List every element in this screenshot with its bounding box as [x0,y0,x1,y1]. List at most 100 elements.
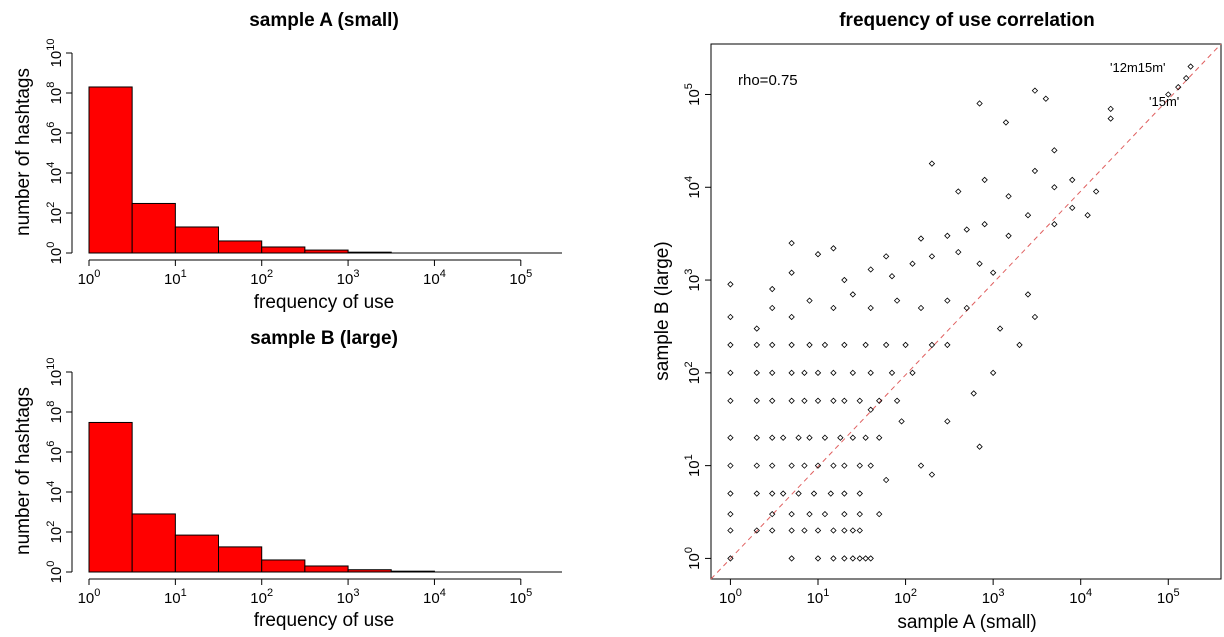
scatter-point [727,555,734,562]
svg-text:1010: 1010 [45,39,65,68]
scatter-point [788,555,795,562]
scatter-point [996,325,1004,332]
scatter-point [928,341,936,349]
histogram-bar [261,559,306,573]
scatter-point [856,462,863,469]
y-tick-label: 106 [45,122,65,145]
scatter-point [841,555,848,562]
scatter-point [810,490,818,497]
scatter-point [1031,87,1039,94]
svg-text:103: 103 [982,587,1005,607]
scatter-point [841,462,848,469]
scatter-point [753,369,760,377]
scatter-point [821,510,829,518]
scatter-point [830,397,837,404]
svg-text:100: 100 [45,242,65,265]
scatter-point [788,527,795,534]
scatter-point [867,369,874,377]
scatter-point [862,434,869,441]
scatter-point [1031,167,1039,175]
scatter-point [876,434,883,441]
scatter-point [944,297,951,304]
svg-text:106: 106 [45,122,65,145]
scatter-point [849,555,857,562]
scatter-point [989,269,997,276]
scatter-point [806,297,813,304]
scatter-point [788,462,795,469]
scatter-point [753,397,760,404]
scatter-point [1024,291,1032,298]
scatter-point [976,443,983,450]
scatter-point [788,313,795,321]
scatter-point [753,325,760,332]
annotation-12m15m: '12m15m' [1110,60,1166,75]
scatter-point [867,266,874,273]
svg-text:101: 101 [683,454,703,477]
scatter-point [727,313,734,321]
histogram-bar [218,240,263,254]
scatter-point [753,527,760,534]
scatter-point [944,341,951,349]
y-axis: 100 102 104 106 108 1010 [45,358,73,583]
scatter-point [769,304,776,312]
x-tick-label: 103 [982,587,1005,607]
x-tick-label: 101 [164,587,187,607]
svg-text:105: 105 [509,587,532,607]
y-axis: 100 102 104 106 108 1010 [45,39,73,265]
y-tick-label: 108 [45,401,65,424]
svg-text:104: 104 [423,587,446,607]
y-tick-label: 104 [45,162,65,185]
svg-text:1010: 1010 [45,358,65,387]
svg-text:104: 104 [45,162,65,185]
scatter-point [821,341,829,349]
svg-text:103: 103 [337,587,360,607]
scatter-point [727,281,734,288]
svg-text:102: 102 [250,587,273,607]
x-axis-label: frequency of use [254,610,394,631]
scatter-point [1024,212,1032,219]
y-tick-label: 104 [683,176,703,199]
scatter-point [888,273,896,280]
x-axis-label: frequency of use [254,292,394,313]
rho-annotation: rho=0.75 [738,72,798,89]
svg-text:100: 100 [78,587,101,607]
scatter-point [779,490,787,497]
scatter-point [806,434,813,441]
y-axis-label: sample B (large) [652,241,673,380]
scatter-point [727,341,734,349]
scatter-point [1051,147,1058,154]
scatter-point [830,304,837,312]
scatter-correlation: frequency of use correlation 100 101 102 10… [652,10,1222,633]
histogram-bar [131,202,176,254]
scatter-point [849,369,857,377]
svg-text:100: 100 [683,547,703,570]
svg-text:104: 104 [683,176,703,199]
scatter-point [769,490,776,497]
scatter-point [837,434,844,441]
y-tick-label: 104 [45,481,65,504]
scatter-point [928,160,936,167]
scatter-point [830,369,837,377]
x-tick-label: 103 [337,268,360,288]
scatter-point [1084,212,1091,219]
scatter-point [727,510,734,518]
scatter-point [955,248,962,256]
scatter-point [909,260,916,267]
svg-text:106: 106 [45,441,65,464]
y-tick-label: 100 [683,547,703,570]
scatter-point [1165,91,1172,98]
scatter-point [867,304,874,312]
scatter-point [882,253,890,260]
scatter-point [830,245,837,252]
scatter-point [963,226,970,233]
scatter-point [981,176,988,184]
scatter-point [769,341,776,349]
svg-text:103: 103 [337,268,360,288]
svg-text:101: 101 [164,587,187,607]
svg-text:101: 101 [807,587,830,607]
scatter-point [841,490,848,497]
scatter-point [788,341,795,349]
scatter-point [928,253,936,260]
scatter-point [841,527,848,534]
scatter-point [795,490,802,497]
